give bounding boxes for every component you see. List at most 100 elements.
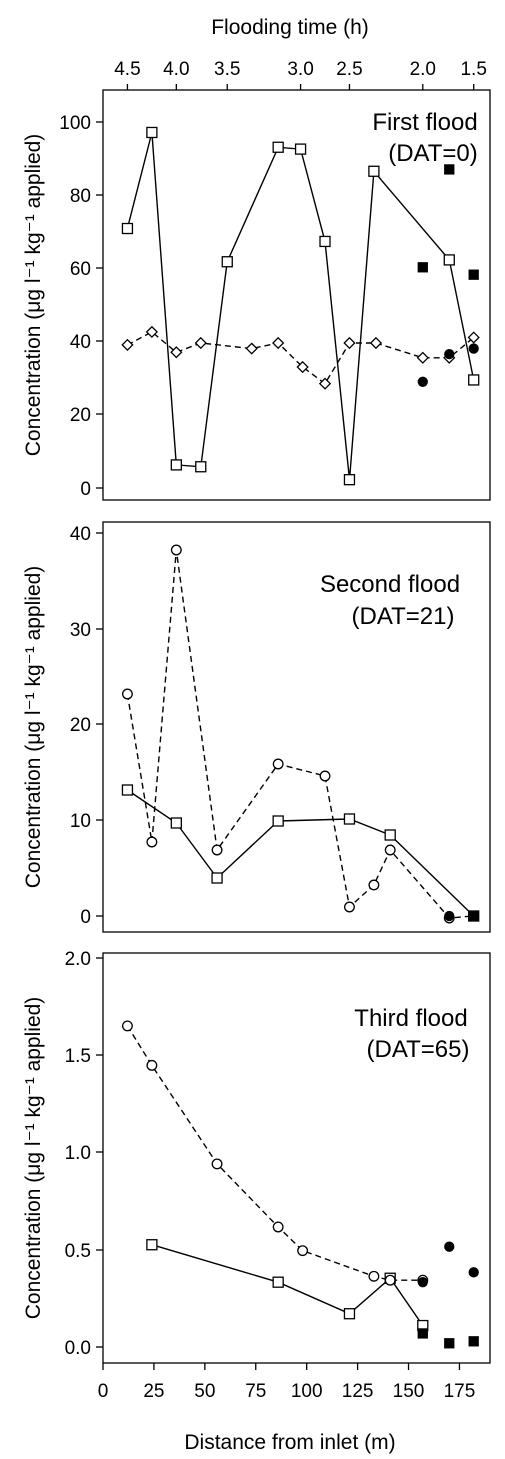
data-point-square-open <box>171 818 181 828</box>
top-tick-label: 3.0 <box>287 59 313 80</box>
data-point-circle-open <box>369 880 379 890</box>
series-0-square-open <box>147 1240 428 1331</box>
y-axis-label: Concentration (μg l⁻¹ kg⁻¹ applied) <box>22 566 45 889</box>
data-point-diamond-open <box>371 338 381 348</box>
panel-subtitle: (DAT=65) <box>367 1036 470 1063</box>
x-tick-label: 25 <box>143 1381 164 1402</box>
data-point-circle-open <box>123 1021 133 1031</box>
x-tick-label: 175 <box>444 1381 476 1402</box>
y-axis-label: Concentration (μg l⁻¹ kg⁻¹ applied) <box>22 997 45 1320</box>
series-0-square-open <box>122 785 478 921</box>
series-3-circle-filled <box>445 912 454 921</box>
data-point-diamond-open <box>273 338 283 348</box>
top-tick-label: 3.5 <box>214 59 240 80</box>
x-axis-title: Distance from inlet (m) <box>184 1431 395 1454</box>
y-tick-label: 30 <box>70 620 91 641</box>
y-tick-label: 60 <box>70 259 91 280</box>
series-line <box>152 1245 423 1326</box>
data-point-diamond-open <box>320 378 330 388</box>
y-tick-label: 10 <box>70 811 91 832</box>
top-tick-label: 2.5 <box>336 59 362 80</box>
series-line <box>127 790 473 916</box>
data-point-circle-open <box>345 902 355 912</box>
y-tick-label: 20 <box>70 715 91 736</box>
data-point-square-open <box>344 475 354 485</box>
data-point-square-open <box>273 142 283 152</box>
y-tick-label: 1.0 <box>65 1143 91 1164</box>
data-point-circle-open <box>273 759 283 769</box>
data-point-circle-filled <box>418 377 427 386</box>
top-axis: 4.5 4.0 3.5 3.0 2.5 2.0 1.5 <box>114 59 487 90</box>
series-1-circle-open <box>123 545 479 923</box>
data-point-square-open <box>147 127 157 137</box>
data-point-square-open <box>444 255 454 265</box>
data-point-square-filled <box>418 1329 427 1338</box>
y-tick-label: 0 <box>80 907 91 928</box>
series-2-square-filled <box>418 1329 478 1348</box>
data-point-square-filled <box>418 263 427 272</box>
data-point-circle-open <box>369 1271 379 1281</box>
data-point-square-filled <box>469 1337 478 1346</box>
x-axis: 0 25 50 75 100 125 150 175 <box>98 1363 476 1402</box>
data-point-square-open <box>273 816 283 826</box>
data-point-diamond-open <box>122 340 132 350</box>
data-point-square-open <box>122 785 132 795</box>
top-tick-label: 1.5 <box>460 59 486 80</box>
panel-first-flood: First flood (DAT=0) Concentration (μg l⁻… <box>22 90 490 500</box>
data-point-square-filled <box>445 1339 454 1348</box>
data-point-square-filled <box>445 165 454 174</box>
data-point-square-open <box>147 1240 157 1250</box>
data-point-square-open <box>122 224 132 234</box>
top-tick-label: 4.0 <box>163 59 189 80</box>
y-tick-label: 2.0 <box>65 949 91 970</box>
data-point-diamond-open <box>196 338 206 348</box>
data-point-circle-filled <box>445 350 454 359</box>
y-tick-label: 0.0 <box>65 1338 91 1359</box>
series-0-square-open <box>122 127 478 484</box>
data-point-circle-open <box>273 1222 283 1232</box>
data-point-circle-open <box>385 845 395 855</box>
x-tick-label: 125 <box>342 1381 374 1402</box>
y-tick-label: 40 <box>70 524 91 545</box>
x-tick-label: 0 <box>98 1381 109 1402</box>
data-point-square-open <box>369 166 379 176</box>
y-tick-label: 80 <box>70 186 91 207</box>
y-axis-label: Concentration (μg l⁻¹ kg⁻¹ applied) <box>22 134 45 457</box>
data-point-square-open <box>344 814 354 824</box>
data-point-diamond-open <box>344 338 354 348</box>
data-point-square-filled <box>469 912 478 921</box>
data-point-circle-filled <box>445 1242 454 1251</box>
top-tick-label: 2.0 <box>410 59 436 80</box>
panel-title: Second flood <box>320 571 460 598</box>
data-point-square-open <box>196 462 206 472</box>
series-line <box>127 133 473 480</box>
data-point-square-open <box>385 830 395 840</box>
data-point-square-open <box>222 257 232 267</box>
x-tick-label: 100 <box>291 1381 323 1402</box>
data-point-circle-open <box>385 1275 395 1285</box>
data-point-diamond-open <box>246 343 256 353</box>
x-tick-label: 150 <box>393 1381 425 1402</box>
top-axis-title: Flooding time (h) <box>211 16 369 39</box>
data-point-square-open <box>171 460 181 470</box>
panel-title: Third flood <box>354 1005 467 1032</box>
data-point-circle-open <box>298 1246 308 1256</box>
data-point-circle-filled <box>469 344 478 353</box>
y-tick-label: 40 <box>70 332 91 353</box>
y-tick-label: 0 <box>80 479 91 500</box>
data-point-square-open <box>344 1309 354 1319</box>
data-point-square-open <box>212 873 222 883</box>
y-tick-label: 20 <box>70 405 91 426</box>
panel-second-flood: Second flood (DAT=21) Concentration (μg … <box>22 522 490 932</box>
data-point-square-open <box>320 236 330 246</box>
data-point-circle-open <box>172 545 182 555</box>
data-point-square-open <box>273 1277 283 1287</box>
y-tick-label: 100 <box>59 113 91 134</box>
y-tick-label: 1.5 <box>65 1046 91 1067</box>
data-point-circle-filled <box>469 1268 478 1277</box>
data-point-circle-filled <box>445 912 454 921</box>
data-point-square-open <box>296 144 306 154</box>
data-point-circle-open <box>147 837 157 847</box>
panel-subtitle: (DAT=21) <box>352 603 455 630</box>
